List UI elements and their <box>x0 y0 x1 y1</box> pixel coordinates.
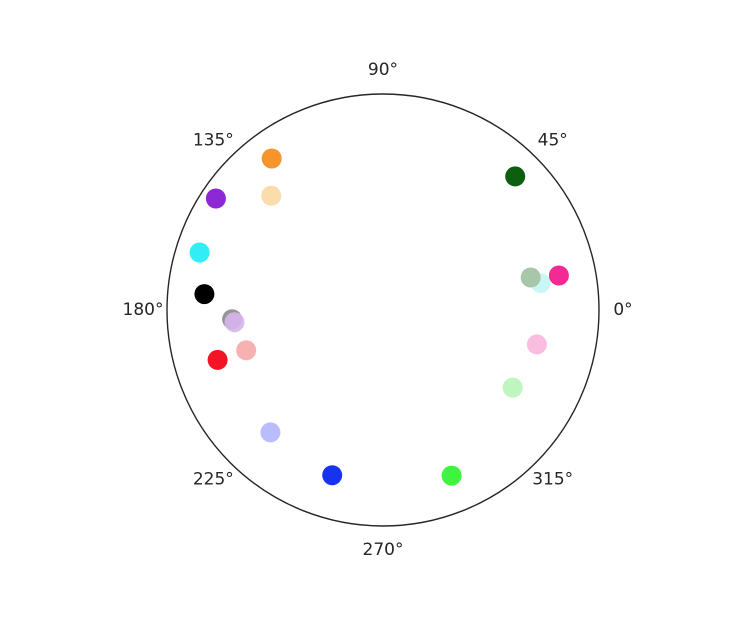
angular-tick-labels: 0° 45° 90° 135° 180° 225° 270° 315° <box>123 60 633 560</box>
scatter-point-0 <box>505 166 526 187</box>
angular-tick-label-0: 0° <box>613 300 632 320</box>
angular-tick-label-45: 45° <box>538 130 568 150</box>
angular-tick-label-270: 270° <box>363 540 404 560</box>
scatter-point-11 <box>322 465 343 486</box>
points-layer <box>189 148 569 486</box>
scatter-point-10 <box>260 422 281 443</box>
angular-tick-label-180: 180° <box>123 300 164 320</box>
scatter-point-16 <box>520 267 541 288</box>
scatter-point-14 <box>526 334 547 355</box>
scatter-point-1 <box>261 148 282 169</box>
angular-tick-label-90: 90° <box>368 60 398 80</box>
scatter-point-2 <box>261 185 282 206</box>
angular-tick-label-225: 225° <box>193 470 234 490</box>
scatter-point-7 <box>224 312 245 333</box>
scatter-point-3 <box>205 188 226 209</box>
scatter-point-12 <box>441 465 462 486</box>
scatter-point-8 <box>236 340 257 361</box>
scatter-point-5 <box>194 284 215 305</box>
angular-tick-label-315: 315° <box>532 470 573 490</box>
scatter-point-13 <box>502 377 523 398</box>
angular-tick-label-135: 135° <box>193 130 234 150</box>
scatter-point-4 <box>189 242 210 263</box>
polar-plot-frame <box>166 93 600 527</box>
scatter-point-17 <box>548 265 569 286</box>
scatter-point-9 <box>207 349 228 370</box>
